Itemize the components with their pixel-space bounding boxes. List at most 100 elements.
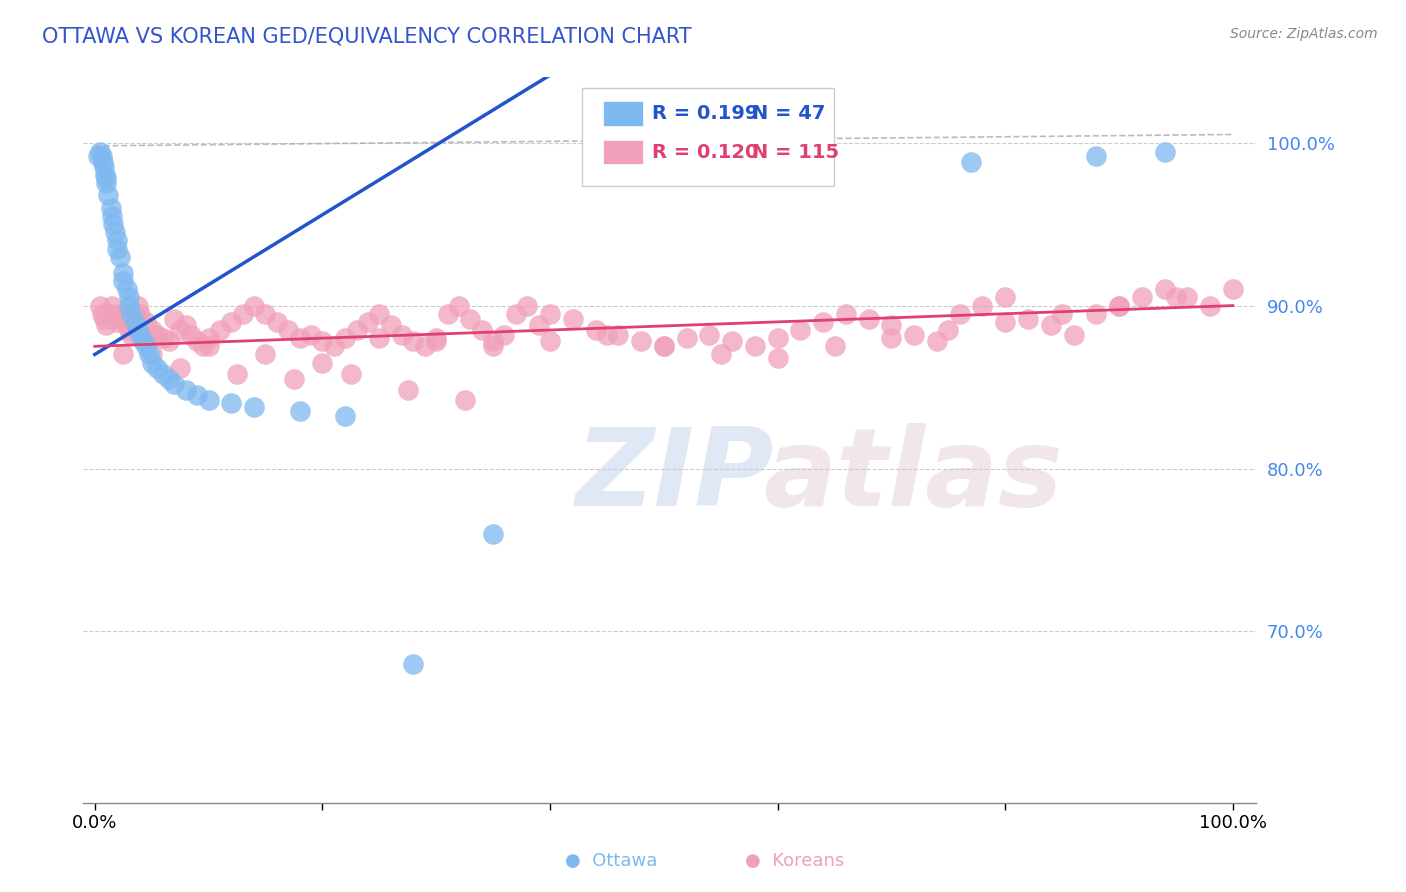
- Point: [104, 225, 127, 239]
- Point: [94, 318, 117, 332]
- Point: [880, 331, 903, 345]
- Point: [744, 339, 766, 353]
- Point: [97, 307, 120, 321]
- Point: [197, 393, 219, 408]
- Point: [357, 315, 380, 329]
- Point: [340, 367, 363, 381]
- Text: N = 115: N = 115: [752, 143, 839, 161]
- Point: [91, 155, 114, 169]
- Text: OTTAWA VS KOREAN GED/EQUIVALENCY CORRELATION CHART: OTTAWA VS KOREAN GED/EQUIVALENCY CORRELA…: [42, 27, 692, 46]
- Point: [163, 376, 186, 391]
- Point: [1222, 282, 1244, 296]
- Point: [675, 152, 697, 166]
- Point: [191, 339, 214, 353]
- Point: [94, 171, 117, 186]
- Point: [169, 360, 191, 375]
- Point: [1085, 307, 1108, 321]
- Point: [391, 327, 413, 342]
- Point: [157, 372, 180, 386]
- Point: [1130, 290, 1153, 304]
- Point: [107, 315, 129, 329]
- Point: [1108, 299, 1130, 313]
- Point: [90, 307, 112, 321]
- Point: [949, 307, 972, 321]
- Point: [186, 388, 208, 402]
- Point: [960, 155, 983, 169]
- Point: [858, 311, 880, 326]
- Point: [311, 356, 333, 370]
- Point: [652, 339, 675, 353]
- Point: [824, 339, 846, 353]
- Point: [127, 323, 149, 337]
- Point: [299, 327, 322, 342]
- Point: [180, 327, 202, 342]
- Point: [368, 307, 391, 321]
- Point: [221, 315, 243, 329]
- Point: [346, 323, 368, 337]
- Text: ZIP: ZIP: [575, 424, 775, 529]
- Point: [174, 384, 197, 398]
- Point: [108, 311, 131, 326]
- Point: [221, 396, 243, 410]
- Point: [721, 334, 744, 349]
- Point: [266, 315, 288, 329]
- Point: [1164, 290, 1187, 304]
- Point: [585, 323, 607, 337]
- Point: [322, 339, 344, 353]
- Point: [471, 323, 494, 337]
- Text: R = 0.199: R = 0.199: [652, 104, 758, 123]
- Point: [135, 315, 157, 329]
- Point: [288, 331, 311, 345]
- Point: [596, 327, 619, 342]
- Point: [1153, 145, 1175, 160]
- Point: [1050, 307, 1073, 321]
- Point: [880, 318, 903, 332]
- Point: [118, 290, 141, 304]
- Text: R = 0.120: R = 0.120: [652, 143, 758, 161]
- Point: [396, 384, 419, 398]
- Point: [368, 331, 391, 345]
- Point: [124, 307, 146, 321]
- Point: [288, 404, 311, 418]
- Point: [527, 318, 550, 332]
- Point: [402, 334, 425, 349]
- Point: [789, 323, 811, 337]
- Point: [141, 356, 163, 370]
- Point: [226, 367, 249, 381]
- Point: [425, 331, 447, 345]
- Point: [101, 299, 124, 313]
- Point: [100, 201, 122, 215]
- Point: [129, 307, 152, 321]
- Point: [607, 327, 630, 342]
- Point: [232, 307, 254, 321]
- Point: [141, 323, 163, 337]
- Point: [402, 657, 425, 671]
- Point: [163, 311, 186, 326]
- Point: [436, 307, 458, 321]
- Point: [903, 327, 925, 342]
- Point: [146, 360, 169, 375]
- Point: [127, 299, 149, 313]
- Point: [186, 334, 208, 349]
- Point: [333, 331, 356, 345]
- Point: [447, 299, 470, 313]
- Point: [104, 307, 127, 321]
- Point: [710, 347, 733, 361]
- Point: [413, 339, 436, 353]
- Point: [789, 160, 811, 174]
- Point: [652, 339, 675, 353]
- Point: [1175, 290, 1198, 304]
- Point: [108, 250, 131, 264]
- Point: [482, 334, 505, 349]
- Point: [129, 327, 152, 342]
- Point: [699, 327, 721, 342]
- Point: [94, 177, 117, 191]
- Point: [460, 311, 482, 326]
- Point: [505, 307, 527, 321]
- Point: [1063, 327, 1085, 342]
- Point: [208, 323, 231, 337]
- Point: [516, 299, 538, 313]
- Point: [311, 334, 333, 349]
- FancyBboxPatch shape: [582, 88, 834, 186]
- Point: [835, 307, 858, 321]
